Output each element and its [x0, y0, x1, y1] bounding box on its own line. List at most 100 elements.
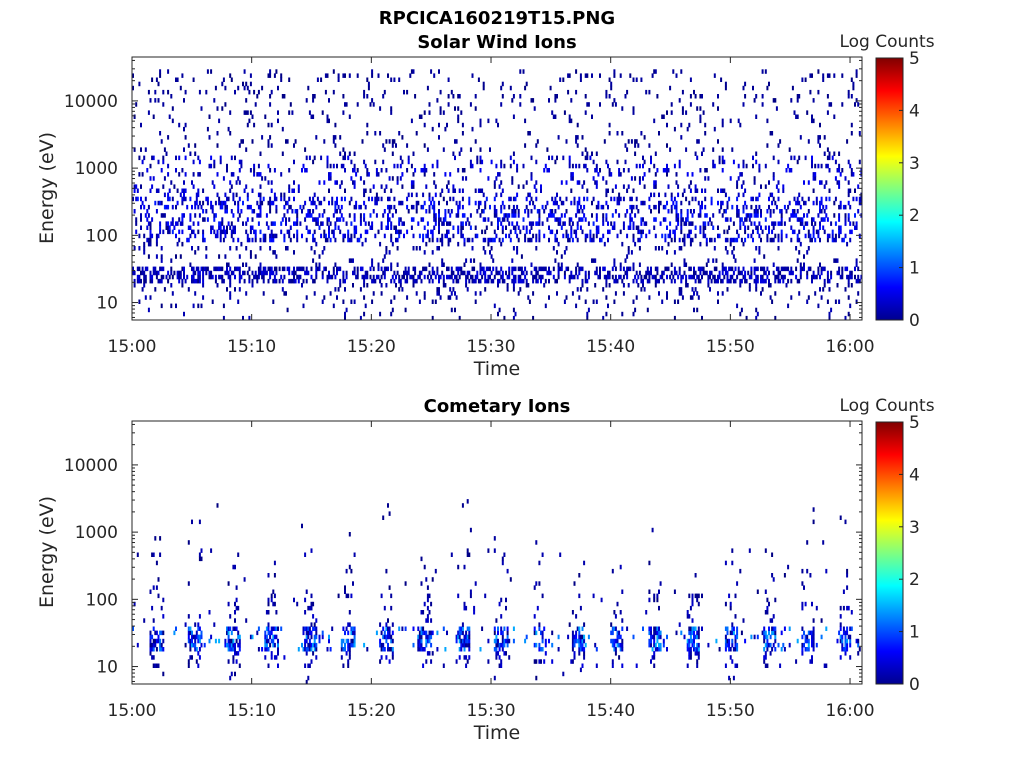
spectrogram-cell [191, 642, 193, 648]
spectrogram-cell [235, 626, 238, 631]
spectrogram-cell [410, 180, 413, 185]
spectrogram-cell [670, 270, 673, 276]
spectrogram-cell [755, 287, 758, 292]
spectrogram-cell [506, 274, 509, 280]
spectrogram-cell [694, 94, 697, 99]
spectrogram-cell [522, 69, 525, 74]
spectrogram-cell [860, 274, 863, 280]
spectrogram-cell [691, 626, 694, 631]
spectrogram-cell [616, 233, 619, 239]
spectrogram-cell [578, 593, 581, 599]
spectrogram-cell [573, 274, 576, 280]
spectrogram-cell [667, 168, 670, 173]
spectrogram-cell [603, 274, 606, 280]
spectrogram-cell [493, 184, 496, 189]
spectrogram-cell [226, 163, 228, 169]
spectrogram-cell [238, 634, 241, 640]
spectrogram-cell [739, 270, 742, 276]
spectrogram-cell [147, 89, 150, 95]
spectrogram-cell [398, 77, 401, 82]
spectrogram-cell [839, 229, 842, 235]
spectrogram-cell [599, 73, 601, 78]
spectrogram-cell [699, 106, 702, 111]
spectrogram-cell [366, 122, 369, 128]
spectrogram-cell [444, 209, 447, 214]
spectrogram-cell [249, 110, 252, 115]
spectrogram-cell [347, 237, 350, 243]
spectrogram-cell [482, 217, 485, 222]
spectrogram-cell [273, 560, 276, 566]
spectrogram-cell [571, 610, 574, 615]
spectrogram-cell [447, 237, 450, 243]
spectrogram-cell [726, 217, 729, 222]
spectrogram-cell [548, 213, 550, 218]
spectrogram-cell [689, 295, 692, 300]
spectrogram-cell [230, 229, 233, 235]
spectrogram-cell [348, 655, 351, 660]
spectrogram-cell [175, 626, 177, 631]
spectrogram-cell [653, 163, 656, 169]
spectrogram-cell [275, 196, 278, 202]
x-tick-label: 15:50 [706, 701, 755, 721]
spectrogram-cell [221, 200, 224, 206]
spectrogram-cell [406, 278, 409, 284]
spectrogram-cell [804, 233, 807, 239]
spectrogram-cell [171, 204, 174, 210]
spectrogram-cell [312, 159, 315, 165]
spectrogram-cell [336, 209, 338, 214]
spectrogram-cell [367, 221, 370, 226]
spectrogram-cell [850, 229, 853, 235]
spectrogram-cell [779, 221, 782, 226]
spectrogram-cell [331, 200, 334, 206]
spectrogram-cell [385, 626, 388, 631]
spectrogram-cell [812, 176, 815, 181]
spectrogram-cell [541, 221, 544, 226]
spectrogram-cell [352, 638, 354, 644]
spectrogram-cell [383, 254, 386, 259]
spectrogram-cell [618, 634, 621, 640]
spectrogram-cell [530, 209, 533, 214]
spectrogram-cell [522, 217, 525, 222]
spectrogram-cell [847, 217, 850, 222]
spectrogram-cells [132, 69, 863, 321]
spectrogram-cell [398, 287, 401, 292]
spectrogram-cell [731, 548, 734, 553]
spectrogram-cell [699, 118, 702, 124]
spectrogram-cell [640, 278, 643, 284]
spectrogram-cell [328, 176, 330, 181]
spectrogram-cell [769, 131, 772, 136]
spectrogram-cell [812, 225, 815, 230]
spectrogram-cell [149, 188, 152, 193]
spectrogram-cell [630, 250, 633, 255]
spectrogram-cell [198, 638, 201, 644]
spectrogram-cell [230, 221, 233, 226]
spectrogram-cell [642, 229, 644, 235]
spectrogram-cell [565, 229, 568, 235]
spectrogram-cell [630, 204, 633, 210]
spectrogram-cell [565, 139, 568, 144]
spectrogram-cell [192, 303, 195, 309]
spectrogram-cell [426, 221, 429, 226]
spectrogram-cell [474, 291, 477, 296]
spectrogram-cell [654, 274, 657, 280]
spectrogram-cell [726, 626, 729, 631]
spectrogram-cell [189, 196, 192, 202]
spectrogram-cell [305, 155, 308, 161]
spectrogram-cell [618, 196, 621, 202]
spectrogram-cell [447, 77, 450, 82]
spectrogram-cell [589, 237, 592, 243]
spectrogram-cell [787, 163, 790, 169]
spectrogram-cell [755, 315, 758, 321]
spectrogram-cell [466, 659, 469, 664]
spectrogram-cell [497, 270, 499, 276]
spectrogram-cell [348, 151, 351, 156]
spectrogram-cell [238, 196, 241, 202]
spectrogram-cell [313, 291, 316, 296]
spectrogram-cell [650, 642, 652, 648]
spectrogram-cell [428, 278, 431, 284]
spectrogram-cell [796, 196, 799, 202]
spectrogram-cell [313, 278, 316, 284]
spectrogram-cell [157, 278, 160, 284]
spectrogram-cell [358, 237, 361, 243]
spectrogram-cell [396, 180, 399, 185]
